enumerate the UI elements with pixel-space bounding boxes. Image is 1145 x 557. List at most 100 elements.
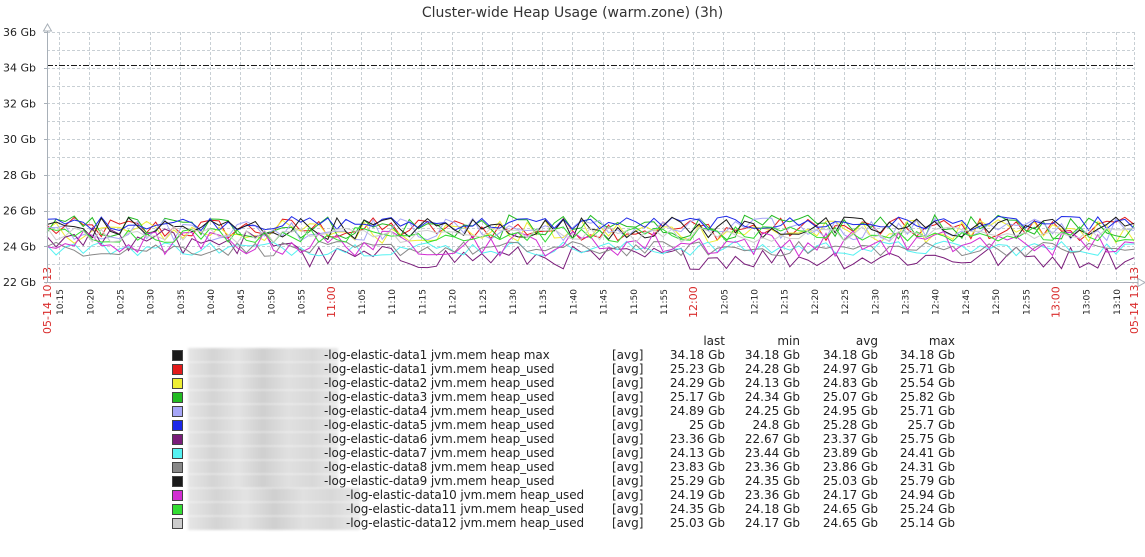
series-color-swatch — [172, 476, 183, 487]
series-min: 24.35 Gb — [744, 474, 800, 488]
legend-header-max: max — [928, 334, 955, 348]
series-last: 24.89 Gb — [669, 404, 725, 418]
series-min: 23.44 Gb — [744, 446, 800, 460]
y-axis-labels: 22 Gb 24 Gb 26 Gb 28 Gb 30 Gb 32 Gb 34 Gb 36 Gb — [3, 26, 36, 289]
svg-text:22 Gb: 22 Gb — [3, 276, 36, 289]
series-color-swatch — [172, 462, 183, 473]
legend-item[interactable]: -log-elastic-data6 jvm.mem heap_used [avg… — [172, 432, 972, 446]
series-max: 24.94 Gb — [899, 488, 955, 502]
svg-text:11:45: 11:45 — [600, 289, 610, 315]
series-function: [avg] — [612, 516, 644, 530]
svg-text:26 Gb: 26 Gb — [3, 205, 36, 218]
redacted-host-prefix — [188, 348, 338, 362]
series-name: -log-elastic-data11 jvm.mem heap_used — [346, 502, 584, 516]
svg-text:10:50: 10:50 — [267, 289, 277, 315]
legend-item[interactable]: -log-elastic-data7 jvm.mem heap_used [avg… — [172, 446, 972, 460]
series-max: 25.7 Gb — [907, 418, 955, 432]
series-name: -log-elastic-data10 jvm.mem heap_used — [346, 488, 584, 502]
legend-item[interactable]: -log-elastic-data12 jvm.mem heap_used [av… — [172, 516, 972, 530]
series-max: 25.71 Gb — [899, 362, 955, 376]
series-max: 25.14 Gb — [899, 516, 955, 530]
series-last: 24.19 Gb — [669, 488, 725, 502]
series-avg: 24.17 Gb — [822, 488, 878, 502]
legend-item[interactable]: -log-elastic-data5 jvm.mem heap_used [avg… — [172, 418, 972, 432]
series-function: [avg] — [612, 404, 644, 418]
series-min: 24.17 Gb — [744, 516, 800, 530]
legend-item[interactable]: -log-elastic-data9 jvm.mem heap_used [avg… — [172, 474, 972, 488]
svg-text:11:30: 11:30 — [509, 289, 519, 315]
redacted-host-prefix — [188, 460, 338, 474]
series-min: 24.25 Gb — [744, 404, 800, 418]
series-avg: 24.65 Gb — [822, 516, 878, 530]
redacted-host-prefix — [188, 474, 338, 488]
series-min: 34.18 Gb — [744, 348, 800, 362]
series-color-swatch — [172, 378, 183, 389]
series-color-swatch — [172, 364, 183, 375]
redacted-host-prefix — [188, 488, 360, 502]
svg-text:32 Gb: 32 Gb — [3, 97, 36, 110]
series-avg: 25.03 Gb — [822, 474, 878, 488]
svg-text:13:05: 13:05 — [1083, 289, 1093, 315]
svg-text:12:50: 12:50 — [992, 289, 1002, 315]
series-last: 24.13 Gb — [669, 446, 725, 460]
series-min: 24.8 Gb — [752, 418, 800, 432]
svg-text:11:10: 11:10 — [388, 289, 398, 315]
legend-item[interactable]: -log-elastic-data1 jvm.mem heap_used [avg… — [172, 362, 972, 376]
svg-text:12:00: 12:00 — [687, 286, 700, 318]
svg-text:11:20: 11:20 — [449, 289, 459, 315]
series-color-swatch — [172, 504, 183, 515]
series-color-swatch — [172, 406, 183, 417]
svg-text:12:30: 12:30 — [871, 289, 881, 315]
series-last: 34.18 Gb — [669, 348, 725, 362]
series-color-swatch — [172, 434, 183, 445]
svg-text:12:55: 12:55 — [1022, 289, 1032, 315]
legend-header-avg: avg — [855, 334, 878, 348]
series-max: 24.31 Gb — [899, 460, 955, 474]
redacted-host-prefix — [188, 432, 338, 446]
series-min: 24.13 Gb — [744, 376, 800, 390]
series-last: 25 Gb — [689, 418, 725, 432]
chart-title: Cluster-wide Heap Usage (warm.zone) (3h) — [421, 5, 724, 21]
svg-text:12:45: 12:45 — [962, 289, 972, 315]
series-lines — [46, 65, 1135, 270]
redacted-host-prefix — [188, 376, 338, 390]
series-last: 25.17 Gb — [669, 390, 725, 404]
plot-area: 22 Gb 24 Gb 26 Gb 28 Gb 30 Gb 32 Gb 34 Gb 36 Gb… — [3, 22, 1145, 334]
svg-text:11:55: 11:55 — [660, 289, 670, 315]
series-min: 24.18 Gb — [744, 502, 800, 516]
redacted-host-prefix — [188, 502, 360, 516]
legend-item[interactable]: -log-elastic-data3 jvm.mem heap_used [avg… — [172, 390, 972, 404]
series-name: -log-elastic-data1 jvm.mem heap max — [324, 348, 550, 362]
series-avg: 23.37 Gb — [822, 432, 878, 446]
redacted-host-prefix — [188, 516, 360, 530]
series-name: -log-elastic-data5 jvm.mem heap_used — [324, 418, 555, 432]
legend-item[interactable]: -log-elastic-data10 jvm.mem heap_used [av… — [172, 488, 972, 502]
series-last: 25.03 Gb — [669, 516, 725, 530]
series-min: 23.36 Gb — [744, 488, 800, 502]
svg-text:30 Gb: 30 Gb — [3, 133, 36, 146]
svg-text:34 Gb: 34 Gb — [3, 62, 36, 75]
legend-item[interactable]: -log-elastic-data8 jvm.mem heap_used [avg… — [172, 460, 972, 474]
legend-item[interactable]: -log-elastic-data11 jvm.mem heap_used [av… — [172, 502, 972, 516]
series-name: -log-elastic-data12 jvm.mem heap_used — [346, 516, 584, 530]
series-name: -log-elastic-data4 jvm.mem heap_used — [324, 404, 555, 418]
legend-item[interactable]: -log-elastic-data1 jvm.mem heap max [avg]… — [172, 348, 972, 362]
legend-item[interactable]: -log-elastic-data2 jvm.mem heap_used [avg… — [172, 376, 972, 390]
series-function: [avg] — [612, 446, 644, 460]
redacted-host-prefix — [188, 362, 338, 376]
svg-text:11:35: 11:35 — [539, 289, 549, 315]
series-function: [avg] — [612, 418, 644, 432]
series-max: 25.75 Gb — [899, 432, 955, 446]
svg-text:11:50: 11:50 — [630, 289, 640, 315]
legend-item[interactable]: -log-elastic-data4 jvm.mem heap_used [avg… — [172, 404, 972, 418]
redacted-host-prefix — [188, 418, 338, 432]
redacted-host-prefix — [188, 390, 338, 404]
svg-text:28 Gb: 28 Gb — [3, 169, 36, 182]
series-name: -log-elastic-data7 jvm.mem heap_used — [324, 446, 555, 460]
series-max: 25.54 Gb — [899, 376, 955, 390]
legend-header-min: min — [777, 334, 800, 348]
series-name: -log-elastic-data6 jvm.mem heap_used — [324, 432, 555, 446]
svg-text:11:00: 11:00 — [325, 286, 338, 318]
series-max: 25.24 Gb — [899, 502, 955, 516]
svg-text:12:35: 12:35 — [902, 289, 912, 315]
